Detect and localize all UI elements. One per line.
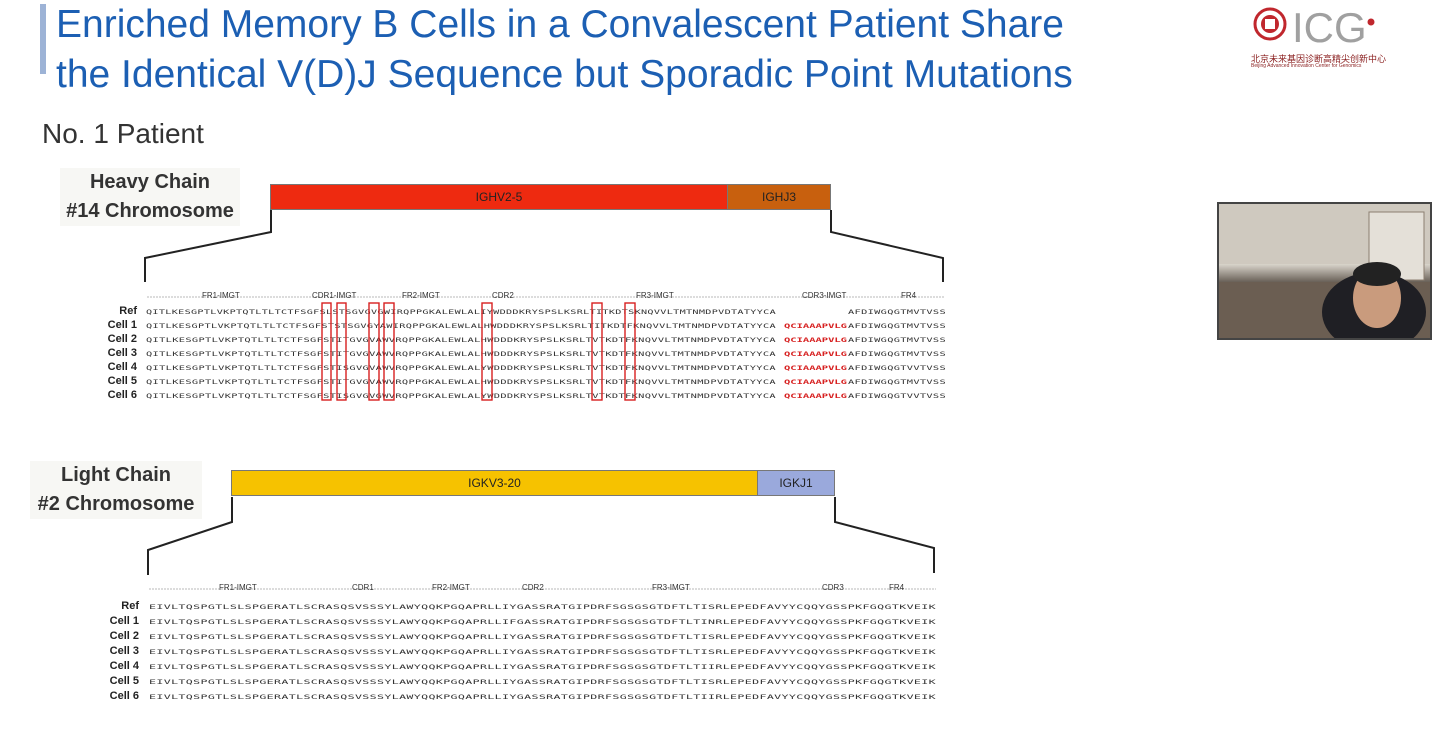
heavy-row-label: Cell 6 xyxy=(108,389,137,401)
heavy-chain-chromosome: #14 Chromosome xyxy=(66,200,234,222)
light-row-label: Cell 4 xyxy=(110,660,140,672)
light-row-label: Cell 6 xyxy=(110,690,139,702)
heavy-row-fr4: AFDIWGQGTMVTVSS xyxy=(848,337,946,344)
heavy-row-cdr3: QCIAAAPVLG xyxy=(784,365,847,372)
heavy-row-label: Cell 4 xyxy=(108,361,138,373)
heavy-row-fr4: AFDIWGQGTMVTVSS xyxy=(848,379,946,386)
light-row-sequence: EIVLTQSPGTLSLSPGERATLSCRASQSVSSSYLAWYQQK… xyxy=(149,679,936,686)
heavy-row-fr4: AFDIWGQGTVVTVSS xyxy=(848,393,946,400)
light-row-sequence: EIVLTQSPGTLSLSPGERATLSCRASQSVSSSYLAWYQQK… xyxy=(149,694,936,701)
mutation-box xyxy=(368,302,380,401)
light-region-cdr2: CDR2 xyxy=(522,583,544,592)
presenter-video-thumbnail[interactable] xyxy=(1217,202,1432,340)
mutation-box xyxy=(591,302,603,401)
icg-logo: ICG xyxy=(1253,4,1375,51)
heavy-row-sequence: QITLKESGPTLVKPTQTLTLTCTFSGFSTITGVGVAWVRQ… xyxy=(146,379,776,386)
light-row-label: Cell 5 xyxy=(110,675,139,687)
heavy-row-cdr3: QCIAAAPVLG xyxy=(784,351,847,358)
igkj-gene-bar: IGKJ1 xyxy=(757,470,835,496)
ighv-gene-bar: IGHV2-5 xyxy=(270,184,728,210)
heavy-chain-label: Heavy Chain #14 Chromosome xyxy=(60,168,240,226)
logo-text: ICG xyxy=(1292,4,1367,51)
heavy-region-fr1: FR1-IMGT xyxy=(202,291,240,300)
heavy-zoom-line-right xyxy=(830,210,944,282)
heavy-region-cdr1: CDR1-IMGT xyxy=(312,291,357,300)
mutation-box xyxy=(321,302,332,401)
heavy-zoom-line-left xyxy=(144,210,272,282)
logo-english-caption: Beijing Advanced Innovation Center for G… xyxy=(1251,63,1362,69)
heavy-row-cdr3: QCIAAAPVLG xyxy=(784,337,847,344)
heavy-row-sequence: QITLKESGPTLVKPTQTLTLTCTFSGFSTISGVGVAWVRQ… xyxy=(146,365,776,372)
heavy-row-label: Cell 2 xyxy=(108,333,137,345)
light-row-sequence: EIVLTQSPGTLSLSPGERATLSCRASQSVSSSYLAWYQQK… xyxy=(149,664,936,671)
heavy-row-sequence: QITLKESGPTLVKPTQTLTLTCTFSGFSTITGVGVAWVRQ… xyxy=(146,337,776,344)
heavy-row-sequence: QITLKESGPTLVKPTQTLTLTCTFSGFSTISGVGVGWVRQ… xyxy=(146,393,776,400)
light-row-sequence: EIVLTQSPGTLSLSPGERATLSCRASQSVSSSYLAWYQQK… xyxy=(149,604,936,611)
patient-label: No. 1 Patient xyxy=(42,118,204,149)
heavy-row-sequence: QITLKESGPTLVKPTQTLTLTCTFSGFSTSTSGVGYAWIR… xyxy=(146,323,776,330)
heavy-mutation-boxes xyxy=(321,302,636,401)
heavy-chain-title: Heavy Chain xyxy=(89,171,211,193)
light-zoom-line-left xyxy=(147,497,233,575)
slide-title-line-1: Enriched Memory B Cells in a Convalescen… xyxy=(56,3,1064,46)
igkv-gene-bar: IGKV3-20 xyxy=(231,470,758,496)
logo-chinese-caption: 北京未来基因诊断高精尖创新中心 xyxy=(1251,54,1387,64)
heavy-row-cdr3: QCIAAAPVLG xyxy=(784,323,847,330)
heavy-row-fr4: AFDIWGQGTVVTVSS xyxy=(848,365,946,372)
light-row-label: Cell 2 xyxy=(110,630,139,642)
light-region-cdr3: CDR3 xyxy=(822,583,844,592)
heavy-row-sequence: QITLKESGPTLVKPTQTLTLTCTFSGFSTITGVGVAWVRQ… xyxy=(146,351,776,358)
heavy-region-fr2: FR2-IMGT xyxy=(402,291,440,300)
slide-title-line-2: the Identical V(D)J Sequence but Sporadi… xyxy=(56,53,1073,96)
presenter-silhouette xyxy=(1219,204,1430,338)
heavy-row-fr4: AFDIWGQGTMVTVSS xyxy=(848,351,946,358)
heavy-region-fr3: FR3-IMGT xyxy=(636,291,674,300)
light-row-label: Cell 1 xyxy=(110,615,139,627)
light-region-fr3: FR3-IMGT xyxy=(652,583,690,592)
light-zoom-line-right xyxy=(834,497,935,573)
ighj-gene-bar: IGHJ3 xyxy=(727,184,831,210)
heavy-alignment-rows: Ref QITLKESGPTLVKPTQTLTLTCTFSGFSLSTSGVGVG… xyxy=(108,305,946,401)
light-region-fr4: FR4 xyxy=(889,583,905,592)
heavy-row-sequence: QITLKESGPTLVKPTQTLTLTCTFSGFSLSTSGVGVGWIR… xyxy=(146,309,776,316)
mutation-box xyxy=(481,302,493,401)
light-row-sequence: EIVLTQSPGTLSLSPGERATLSCRASQSVSSSYLAWYQQK… xyxy=(149,634,936,641)
heavy-row-cdr3: QCIAAAPVLG xyxy=(784,393,847,400)
mutation-box xyxy=(624,302,636,401)
title-accent-bar xyxy=(40,4,46,74)
heavy-row-label: Cell 1 xyxy=(108,319,137,331)
heavy-row-cdr3: QCIAAAPVLG xyxy=(784,379,847,386)
heavy-row-fr4: AFDIWGQGTMVTVSS xyxy=(848,309,946,316)
heavy-row-label: Cell 3 xyxy=(108,347,137,359)
light-alignment-rows: Ref EIVLTQSPGTLSLSPGERATLSCRASQSVSSSYLAWY… xyxy=(110,600,936,702)
heavy-row-fr4: AFDIWGQGTMVTVSS xyxy=(848,323,946,330)
light-region-fr2: FR2-IMGT xyxy=(432,583,470,592)
heavy-region-cdr2: CDR2 xyxy=(492,291,514,300)
mutation-box xyxy=(383,302,395,401)
light-row-sequence: EIVLTQSPGTLSLSPGERATLSCRASQSVSSSYLAWYQQK… xyxy=(149,649,936,656)
light-row-sequence: EIVLTQSPGTLSLSPGERATLSCRASQSVSSSYLAWYQQK… xyxy=(149,619,936,626)
light-row-label: Cell 3 xyxy=(110,645,139,657)
light-region-cdr1: CDR1 xyxy=(352,583,374,592)
light-chain-chromosome: #2 Chromosome xyxy=(37,493,195,515)
heavy-region-cdr3: CDR3-IMGT xyxy=(802,291,847,300)
heavy-row-label: Cell 5 xyxy=(108,375,137,387)
light-row-label: Ref xyxy=(121,600,139,612)
heavy-region-fr4: FR4 xyxy=(901,291,917,300)
light-chain-title: Light Chain xyxy=(61,464,171,486)
mutation-box xyxy=(336,302,347,401)
heavy-row-label: Ref xyxy=(119,305,137,317)
light-chain-label: Light Chain #2 Chromosome xyxy=(30,461,202,519)
light-region-fr1: FR1-IMGT xyxy=(219,583,257,592)
